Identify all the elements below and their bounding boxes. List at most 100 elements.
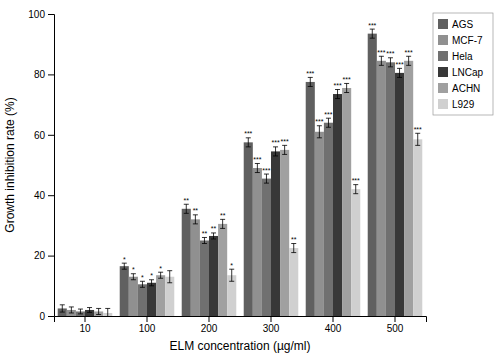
tick-label: 200: [201, 323, 218, 334]
error-bar: [264, 174, 269, 183]
legend: AGSMCF-7HelaLNCapACHNL929: [433, 13, 493, 115]
bar: [413, 139, 422, 316]
significance-label: **: [211, 225, 217, 232]
bar: [191, 219, 200, 316]
error-bar: [317, 126, 322, 138]
error-bar: [353, 185, 358, 194]
tick-mark: [147, 316, 148, 322]
tick-label: 500: [387, 323, 404, 334]
bar: [404, 61, 413, 316]
tick: 10: [79, 316, 91, 334]
significance-label: *: [159, 265, 162, 272]
error-bar: [415, 133, 420, 145]
axis-line: [55, 317, 427, 323]
significance-label: *: [230, 262, 233, 269]
tick-mark: [48, 256, 54, 257]
chart: 10100200300400500020406080100ELM concent…: [0, 0, 500, 358]
significance-label: ***: [333, 82, 341, 89]
tick: 100: [28, 9, 54, 20]
tick: 500: [387, 316, 404, 334]
significance-label: ***: [368, 22, 376, 29]
error-bar: [211, 233, 216, 239]
series: [94, 56, 413, 316]
error-bar: [158, 272, 163, 278]
series: [85, 68, 404, 316]
bar: [342, 88, 351, 316]
error-bar: [167, 271, 172, 283]
bar: [262, 179, 271, 316]
legend-item: L929: [438, 99, 475, 110]
legend-label: L929: [452, 99, 475, 110]
error-bar: [105, 308, 110, 316]
legend-swatch: [438, 83, 448, 93]
significance-label: *: [141, 274, 144, 281]
significance-label: ***: [315, 118, 323, 125]
bar: [351, 189, 360, 316]
error-bar: [246, 138, 251, 147]
bar: [156, 275, 165, 316]
tick-mark: [48, 135, 54, 136]
tick: 40: [34, 190, 54, 201]
significance-label: ***: [414, 126, 422, 133]
bar: [200, 241, 209, 317]
tick-mark: [48, 14, 54, 15]
tick: 100: [139, 316, 156, 334]
bar: [306, 82, 315, 316]
bar: [315, 132, 324, 316]
error-bar: [122, 263, 127, 269]
tick-mark: [48, 316, 54, 317]
significance-label: ***: [352, 177, 360, 184]
error-bar: [255, 163, 260, 172]
tick: 400: [325, 316, 342, 334]
x-axis: 10100200300400500: [55, 316, 427, 334]
tick: 80: [34, 69, 54, 80]
significance-label: **: [184, 197, 190, 204]
error-bar: [184, 204, 189, 213]
legend-item: LNCap: [438, 67, 484, 78]
bar: [253, 168, 262, 316]
plot: 10100200300400500020406080100ELM concent…: [3, 9, 427, 353]
error-bar: [149, 280, 154, 286]
tick-label: 100: [139, 323, 156, 334]
significance-label: ***: [324, 111, 332, 118]
significance-label: ***: [386, 50, 394, 57]
legend-label: Hela: [452, 51, 473, 62]
error-bar: [131, 274, 136, 280]
tick-mark: [48, 195, 54, 196]
legend-swatch: [438, 51, 448, 61]
error-bar: [335, 90, 340, 99]
significance-label: ***: [281, 138, 289, 145]
legend-label: LNCap: [452, 67, 484, 78]
error-bar: [96, 308, 101, 314]
significance-label: ***: [377, 49, 385, 56]
bar: [395, 73, 404, 316]
bar: [377, 61, 386, 316]
tick-label: 60: [34, 130, 46, 141]
significance-label: ***: [343, 76, 351, 83]
error-bar: [229, 269, 234, 281]
x-axis-title: ELM concentration (µg/ml): [170, 339, 311, 353]
bar: [129, 277, 138, 316]
legend-label: AGS: [452, 19, 473, 30]
series: [58, 29, 377, 316]
tick-mark: [48, 74, 54, 75]
error-bar: [282, 145, 287, 154]
series: [67, 56, 386, 316]
error-bar: [344, 83, 349, 92]
tick: 60: [34, 130, 54, 141]
error-bar: [60, 305, 65, 312]
significance-label: ***: [395, 61, 403, 68]
legend-frame: [433, 13, 493, 115]
legend-label: MCF-7: [452, 35, 483, 46]
bar: [120, 266, 129, 316]
significance-label: ***: [405, 49, 413, 56]
annotations: ****************************************…: [123, 22, 422, 281]
error-bar: [308, 77, 313, 86]
error-bar: [379, 56, 384, 65]
significance-label: *: [132, 266, 135, 273]
error-bar: [388, 58, 393, 67]
bar: [324, 123, 333, 316]
tick-label: 100: [28, 9, 45, 20]
error-bar: [397, 68, 402, 77]
bar: [138, 284, 147, 316]
